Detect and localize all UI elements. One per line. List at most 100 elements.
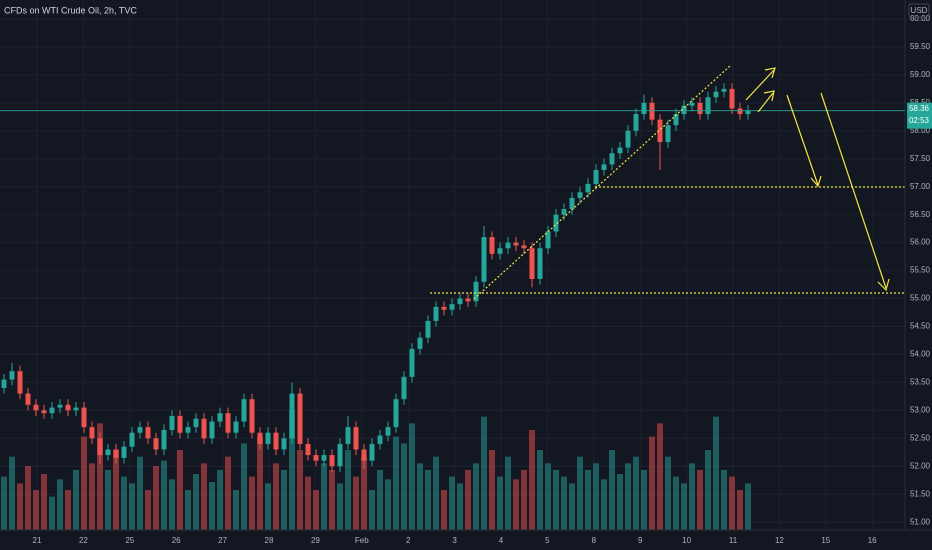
- volume-bar: [233, 490, 239, 530]
- volume-bar: [657, 423, 663, 530]
- candle-body: [41, 410, 47, 414]
- y-tick-label: 59.50: [910, 42, 931, 51]
- volume-bar: [1, 476, 7, 530]
- candle-body: [473, 281, 479, 302]
- volume-bar: [601, 479, 607, 530]
- candle-body: [657, 119, 663, 143]
- y-tick-label: 53.50: [910, 378, 931, 387]
- volume-bar: [617, 474, 623, 530]
- candle-body: [145, 427, 151, 439]
- candle-body: [113, 449, 119, 458]
- last-price: 58.36: [909, 104, 930, 113]
- candle-body: [9, 371, 15, 380]
- volume-bar: [161, 460, 167, 530]
- volume-bar: [473, 463, 479, 530]
- candle-body: [137, 427, 143, 433]
- volume-bar: [281, 470, 287, 530]
- x-tick-label: 25: [125, 536, 134, 545]
- candle-body: [1, 379, 7, 388]
- volume-bar: [129, 483, 135, 530]
- x-tick-label: 21: [33, 536, 42, 545]
- candle-body: [713, 91, 719, 98]
- x-tick-label: 27: [218, 536, 227, 545]
- volume-bar: [185, 490, 191, 530]
- volume-bar: [681, 483, 687, 530]
- arrow-head: [877, 278, 890, 292]
- volume-bar: [737, 490, 743, 530]
- volume-bar: [73, 470, 79, 530]
- candle-body: [545, 231, 551, 249]
- volume-bar: [97, 423, 103, 530]
- candle-body: [417, 337, 423, 349]
- volume-bar: [673, 476, 679, 530]
- x-tick-label: 15: [821, 536, 830, 545]
- candle-body: [81, 407, 87, 428]
- y-axis: 51.00 51.50 52.00 52.50 53.00 53.50 54.00 54.50…: [910, 14, 931, 526]
- x-tick-label: 11: [729, 536, 738, 545]
- volume-bar: [633, 456, 639, 530]
- x-tick-label: 4: [499, 536, 504, 545]
- volume-bar: [305, 476, 311, 530]
- y-tick-label: 51.50: [910, 489, 931, 498]
- candle-body: [393, 399, 399, 428]
- candle-body: [177, 415, 183, 433]
- candle-body: [33, 404, 39, 411]
- candle-body: [433, 306, 439, 321]
- volume-bar: [217, 470, 223, 530]
- candle-body: [585, 183, 591, 193]
- volume-bar: [569, 483, 575, 530]
- candle-body: [201, 418, 207, 439]
- y-tick-label: 55.00: [910, 294, 931, 303]
- last-price-badge: [907, 102, 932, 129]
- volume-bar: [513, 479, 519, 530]
- candle-body: [169, 415, 175, 430]
- volume-bar: [9, 456, 15, 530]
- volume-bar: [641, 470, 647, 530]
- candle-body: [225, 413, 231, 433]
- candle-body: [17, 371, 23, 394]
- candle-body: [377, 435, 383, 444]
- x-tick-label: 5: [545, 536, 550, 545]
- x-tick-label: 2: [406, 536, 411, 545]
- x-tick-label: 12: [775, 536, 784, 545]
- candle-body: [425, 320, 431, 338]
- candle-body: [633, 114, 639, 131]
- volume-bar: [481, 416, 487, 530]
- volume-bar: [249, 476, 255, 530]
- countdown: 02:53: [909, 116, 930, 125]
- candle-body: [481, 237, 487, 282]
- volume-bar: [577, 456, 583, 530]
- y-tick-label: 56.50: [910, 210, 931, 219]
- volume-bar: [665, 456, 671, 530]
- candle-body: [241, 399, 247, 422]
- candle-body: [465, 298, 471, 302]
- volume-bar: [689, 463, 695, 530]
- x-tick-label: 10: [682, 536, 691, 545]
- candle-body: [625, 130, 631, 148]
- volume-bar: [153, 466, 159, 530]
- candle-body: [305, 443, 311, 456]
- volume-bar: [113, 450, 119, 530]
- volume-bar: [713, 416, 719, 530]
- x-tick-label: 22: [79, 536, 88, 545]
- volume-bar: [369, 490, 375, 530]
- candle-body: [665, 125, 671, 143]
- volume-bar: [529, 430, 535, 530]
- candle-body: [321, 455, 327, 461]
- y-tick-label: 52.00: [910, 461, 931, 470]
- candle-body: [569, 197, 575, 210]
- volume-bar: [313, 490, 319, 530]
- candle-body: [217, 413, 223, 422]
- candle-body: [153, 438, 159, 450]
- candle-body: [577, 192, 583, 198]
- candle-body: [193, 418, 199, 428]
- candle-body: [521, 245, 527, 249]
- volume-bar: [169, 479, 175, 530]
- candle-body: [105, 449, 111, 456]
- arrow: [745, 69, 775, 101]
- candle-body: [185, 427, 191, 433]
- volume-bar: [145, 490, 151, 530]
- candle-body: [57, 404, 63, 408]
- candle-body: [385, 427, 391, 436]
